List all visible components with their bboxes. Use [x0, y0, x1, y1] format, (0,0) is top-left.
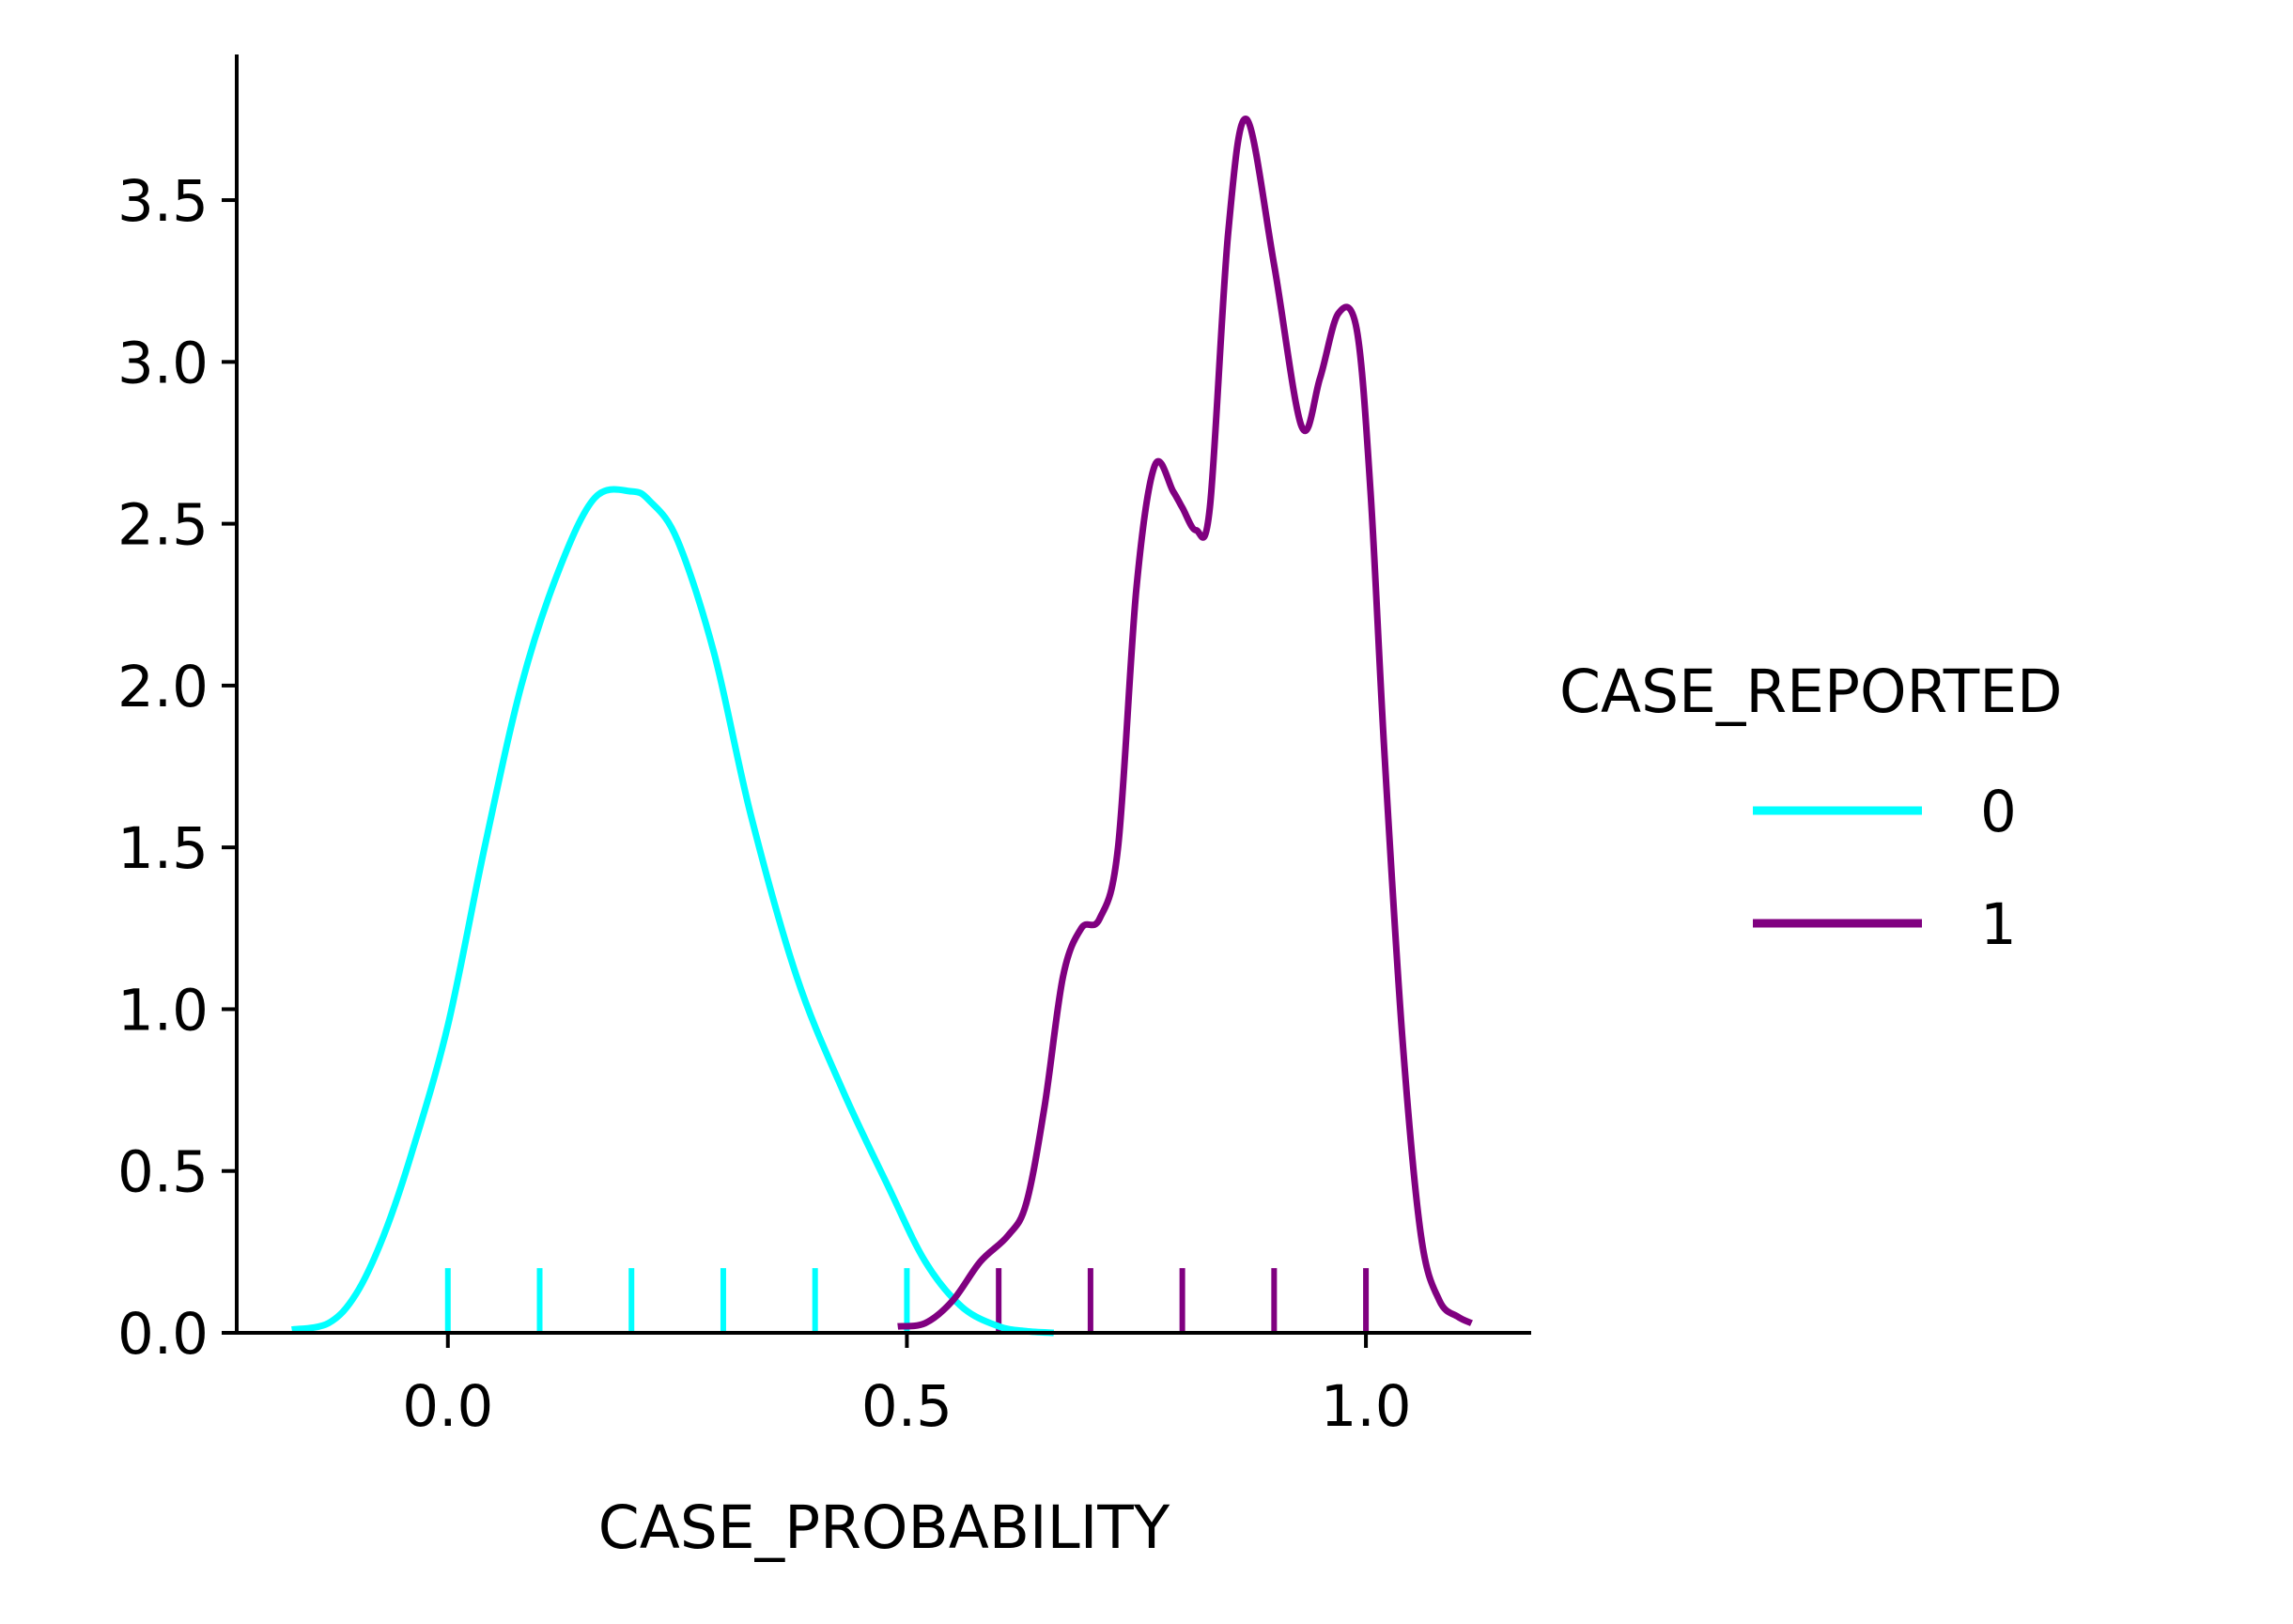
x-tick-label: 0.0 [402, 1373, 493, 1440]
series-layer [291, 116, 1473, 1337]
y-tick-label: 1.0 [117, 977, 209, 1044]
x-axis-title: CASE_PROBABILITY [598, 1493, 1170, 1562]
legend-label-series-0: 0 [1980, 779, 2017, 845]
kde-line-series-0 [291, 486, 1055, 1337]
rug-layer [444, 1268, 1370, 1333]
legend: CASE_REPORTED 01 [1559, 657, 2063, 958]
y-tick-label: 2.5 [117, 492, 209, 559]
x-tick-label: 1.0 [1321, 1373, 1412, 1440]
y-tick-label: 0.5 [117, 1139, 209, 1206]
x-tick-label: 0.5 [861, 1373, 953, 1440]
y-ticks: 0.0 0.5 1.0 1.5 2.0 2.5 3.0 3.5 [117, 168, 237, 1368]
y-tick-label: 1.5 [117, 815, 209, 882]
y-tick-label: 3.0 [117, 330, 209, 396]
x-ticks: 0.0 0.5 1.0 [402, 1333, 1412, 1440]
y-tick-label: 0.0 [117, 1301, 209, 1368]
legend-items: 01 [1753, 779, 2017, 958]
y-tick-label: 3.5 [117, 168, 209, 235]
legend-title: CASE_REPORTED [1559, 657, 2063, 726]
kde-line-series-1 [897, 116, 1473, 1330]
y-tick-label: 2.0 [117, 654, 209, 720]
legend-label-series-1: 1 [1980, 891, 2017, 958]
